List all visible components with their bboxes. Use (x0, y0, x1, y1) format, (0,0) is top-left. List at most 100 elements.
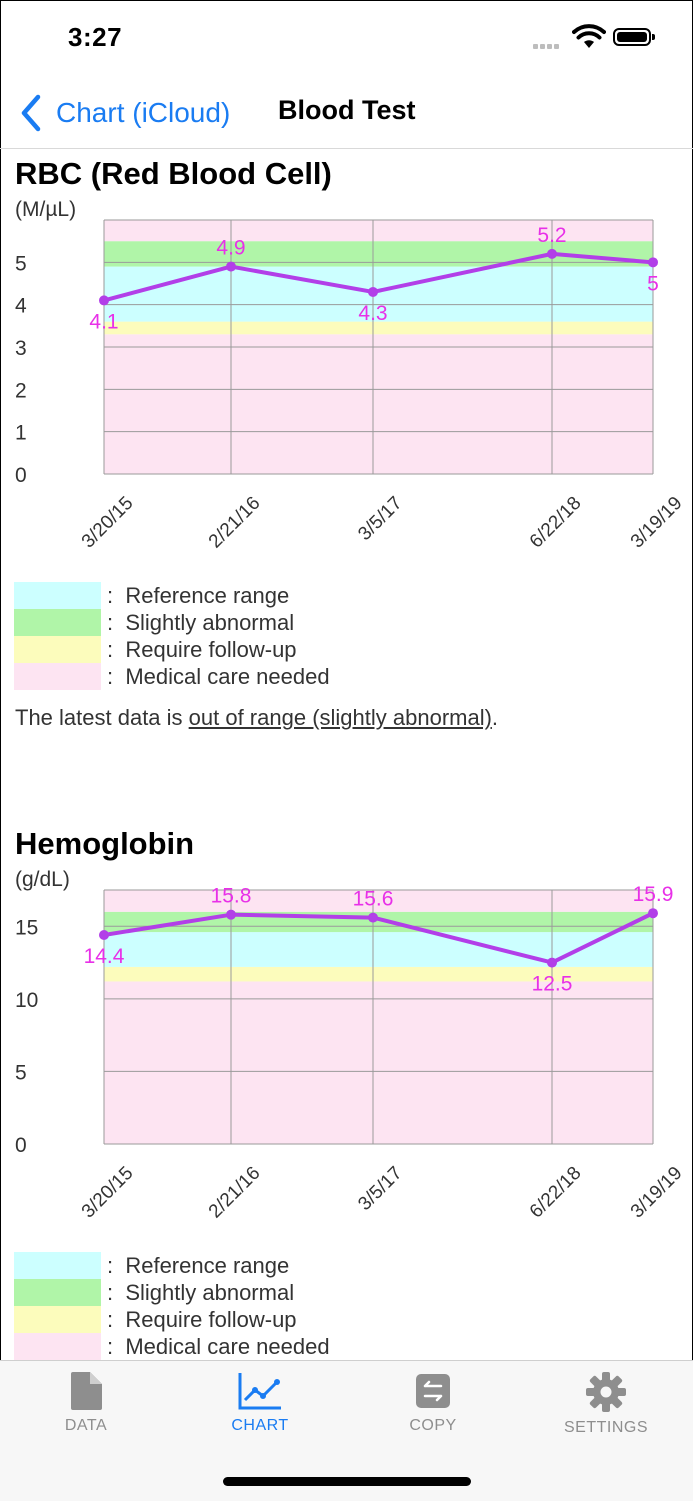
chart-title: Hemoglobin (15, 826, 195, 861)
back-button[interactable]: Chart (iCloud) (18, 93, 230, 133)
chart-title: RBC (Red Blood Cell) (15, 156, 332, 191)
legend-swatch (14, 636, 101, 663)
legend-swatch (14, 1279, 101, 1306)
data-label: 12.5 (532, 973, 573, 996)
tab-label: DATA (64, 1417, 108, 1434)
data-label: 5 (647, 272, 659, 295)
status-time: 3:27 (68, 22, 123, 52)
gear-icon (586, 1372, 626, 1412)
data-point (226, 909, 236, 920)
hemoglobin-section: Hemoglobin (g/dL) 0 5 10 15 3/20/15 2/21/16 3/… (0, 820, 693, 1360)
legend-item: : Require follow-up (14, 636, 614, 663)
tab-data[interactable]: DATA (26, 1371, 146, 1441)
y-tick-label: 1 (15, 422, 27, 445)
x-tick-label: 3/5/17 (354, 493, 406, 545)
data-point (368, 912, 378, 923)
x-tick-label: 3/19/19 (627, 1163, 687, 1223)
cellular-signal-icon (533, 36, 561, 54)
home-indicator (223, 1477, 471, 1486)
y-tick-label: 0 (15, 464, 27, 487)
y-tick-label: 3 (15, 337, 27, 360)
data-point (547, 957, 557, 968)
data-label: 4.1 (89, 310, 118, 333)
back-button-label: Chart (iCloud) (56, 97, 231, 128)
copy-icon (416, 1374, 450, 1408)
latest-status-text: The latest data is out of range (slightl… (15, 705, 498, 731)
status-prefix: The latest data is (15, 705, 189, 730)
status-link[interactable]: out of range (slightly abnormal) (188, 705, 492, 730)
legend-label: : Medical care needed (107, 1334, 330, 1359)
legend-item: : Reference range (14, 1252, 614, 1279)
legend: : Reference range: Slightly abnormal: Re… (14, 1252, 614, 1360)
range-band-medical (104, 220, 653, 242)
legend-swatch (14, 1252, 101, 1279)
data-label: 15.8 (211, 885, 252, 908)
legend-label: : Slightly abnormal (107, 610, 295, 635)
page-title: Blood Test (278, 95, 416, 125)
tab-label: COPY (409, 1417, 457, 1434)
range-band-medical (104, 981, 653, 1144)
chevron-left-icon (21, 94, 41, 132)
data-point (648, 257, 658, 268)
chart-icon (238, 1373, 281, 1410)
data-label: 14.4 (84, 945, 125, 968)
legend-label: : Medical care needed (107, 664, 330, 689)
chart-unit: (g/dL) (15, 868, 70, 891)
data-point (99, 929, 109, 940)
range-band-follow (104, 321, 653, 335)
data-label: 4.9 (216, 237, 245, 260)
legend-item: : Slightly abnormal (14, 609, 614, 636)
tab-settings[interactable]: SETTINGS (546, 1371, 666, 1441)
y-tick-label: 5 (15, 252, 27, 275)
y-tick-label: 5 (15, 1061, 27, 1084)
legend-label: : Reference range (107, 1253, 290, 1278)
legend-item: : Medical care needed (14, 663, 614, 690)
navigation-bar: Chart (iCloud) Blood Test (0, 80, 693, 149)
range-band-follow (104, 966, 653, 982)
x-tick-label: 3/20/15 (78, 1163, 138, 1223)
hemoglobin-line-chart: 0 5 10 15 3/20/15 2/21/16 3/5/17 6/22/18 3/19/19… (15, 883, 687, 1223)
data-point (368, 286, 378, 297)
legend-item: : Slightly abnormal (14, 1279, 614, 1306)
legend-label: : Require follow-up (107, 637, 297, 662)
x-tick-label: 3/19/19 (627, 493, 687, 553)
document-icon (71, 1372, 102, 1410)
status-suffix: . (491, 705, 499, 730)
x-tick-label: 3/20/15 (78, 493, 138, 553)
legend-swatch (14, 1306, 101, 1333)
data-label: 5.2 (537, 224, 566, 247)
legend-label: : Slightly abnormal (107, 1280, 295, 1305)
y-tick-label: 10 (15, 989, 38, 1012)
legend-label: : Require follow-up (107, 1307, 297, 1332)
wifi-icon (572, 24, 606, 48)
data-point (648, 908, 658, 919)
data-point (226, 261, 236, 272)
range-band-medical (104, 890, 653, 912)
data-label: 15.6 (353, 888, 394, 911)
rbc-line-chart: 0 1 2 3 4 5 3/20/15 2/21/16 3/5/17 6/22/18 3/19/19… (15, 219, 687, 553)
tab-label: SETTINGS (563, 1419, 648, 1436)
rbc-section: RBC (Red Blood Cell) (M/µL) 0 1 2 3 4 5 3/20/1… (0, 150, 693, 790)
data-point (547, 248, 557, 259)
tab-copy[interactable]: COPY (373, 1371, 493, 1441)
battery-icon (613, 28, 655, 46)
tab-chart[interactable]: CHART (200, 1371, 320, 1441)
legend-swatch (14, 1333, 101, 1360)
legend: : Reference range: Slightly abnormal: Re… (14, 582, 614, 690)
legend-item: : Medical care needed (14, 1333, 614, 1360)
x-tick-label: 3/5/17 (354, 1163, 406, 1215)
legend-label: : Reference range (107, 583, 290, 608)
x-tick-label: 6/22/18 (526, 1163, 586, 1223)
y-tick-label: 2 (15, 379, 27, 402)
legend-swatch (14, 663, 101, 690)
data-label: 4.3 (358, 302, 387, 325)
data-point (99, 295, 109, 306)
y-tick-label: 0 (15, 1134, 27, 1157)
y-tick-label: 15 (15, 916, 38, 939)
chart-unit: (M/µL) (15, 198, 77, 221)
range-band-medical (104, 334, 653, 474)
legend-item: : Reference range (14, 582, 614, 609)
range-band-reference (104, 932, 653, 967)
x-tick-label: 6/22/18 (526, 493, 586, 553)
tab-label: CHART (231, 1417, 289, 1434)
